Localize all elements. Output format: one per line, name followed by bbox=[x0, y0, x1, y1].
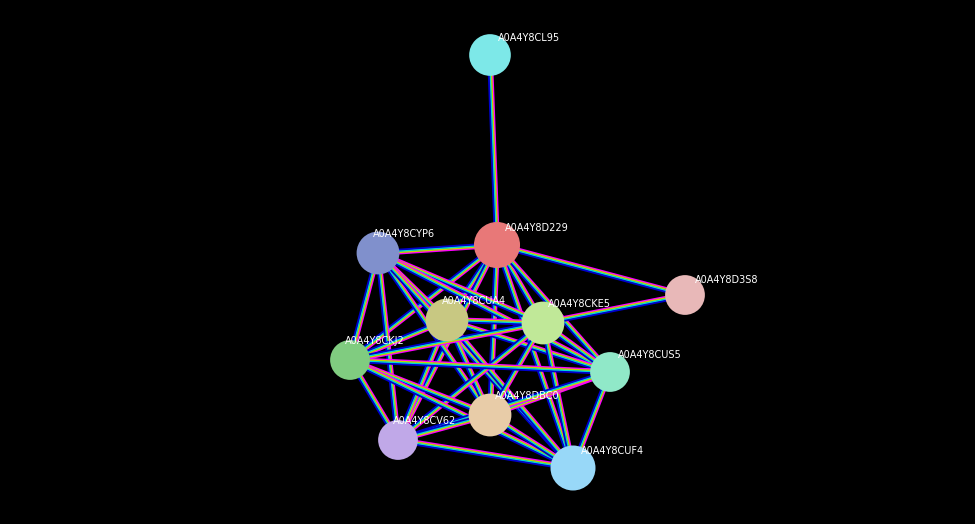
Point bbox=[483, 51, 498, 59]
Text: A0A4Y8DBC0: A0A4Y8DBC0 bbox=[495, 391, 560, 401]
Point bbox=[370, 249, 386, 257]
Point bbox=[535, 319, 551, 327]
Point bbox=[603, 368, 618, 376]
Text: A0A4Y8CKJ2: A0A4Y8CKJ2 bbox=[345, 336, 405, 346]
Point bbox=[390, 436, 406, 444]
Text: A0A4Y8CUA4: A0A4Y8CUA4 bbox=[442, 296, 506, 306]
Point bbox=[483, 411, 498, 419]
Text: A0A4Y8D229: A0A4Y8D229 bbox=[505, 223, 568, 233]
Point bbox=[489, 241, 505, 249]
Text: A0A4Y8D3S8: A0A4Y8D3S8 bbox=[695, 275, 759, 285]
Point bbox=[342, 356, 358, 364]
Point bbox=[678, 291, 693, 299]
Text: A0A4Y8CYP6: A0A4Y8CYP6 bbox=[373, 229, 435, 239]
Text: A0A4Y8CKE5: A0A4Y8CKE5 bbox=[548, 299, 611, 309]
Text: A0A4Y8CL95: A0A4Y8CL95 bbox=[498, 33, 560, 43]
Text: A0A4Y8CV62: A0A4Y8CV62 bbox=[393, 416, 456, 426]
Point bbox=[566, 464, 581, 472]
Point bbox=[439, 316, 454, 324]
Text: A0A4Y8CUF4: A0A4Y8CUF4 bbox=[581, 446, 644, 456]
Text: A0A4Y8CUS5: A0A4Y8CUS5 bbox=[618, 350, 682, 360]
